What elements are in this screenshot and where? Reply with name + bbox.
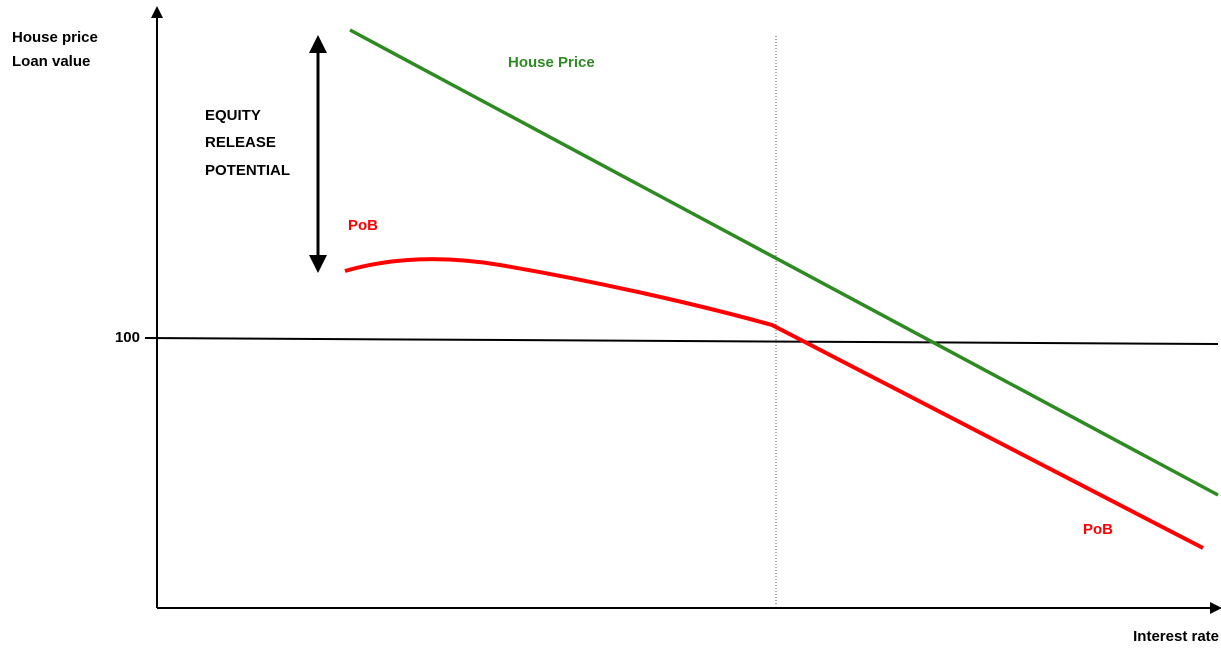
annotation: RELEASE: [205, 134, 276, 151]
series-label: PoB: [1083, 521, 1113, 538]
y-axis-label: Loan value: [12, 53, 90, 70]
y-axis-label: House price: [12, 29, 98, 46]
series-label: House Price: [508, 54, 595, 71]
series-label: PoB: [348, 217, 378, 234]
annotation: POTENTIAL: [205, 162, 290, 179]
tick-label: 100: [115, 329, 140, 346]
annotation: EQUITY: [205, 107, 261, 124]
house-price-line: [349, 28, 1219, 497]
reference-line: [144, 337, 1219, 345]
pob-curve: [344, 257, 1204, 550]
x-axis-label: Interest rate: [1133, 628, 1219, 645]
